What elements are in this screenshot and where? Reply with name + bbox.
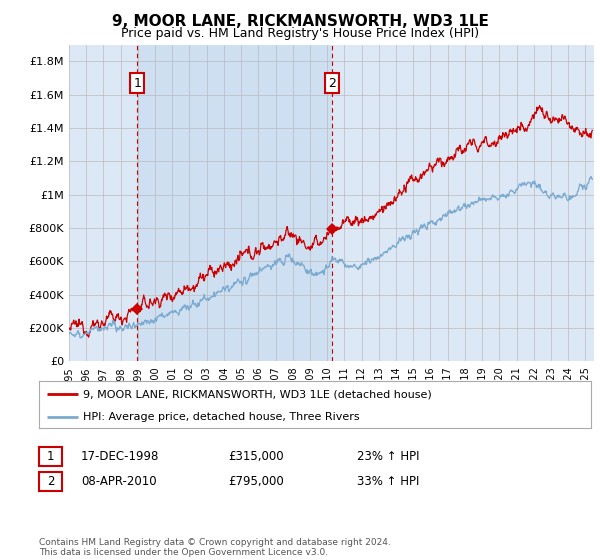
Text: 9, MOOR LANE, RICKMANSWORTH, WD3 1LE (detached house): 9, MOOR LANE, RICKMANSWORTH, WD3 1LE (de…: [83, 389, 432, 399]
Text: 1: 1: [133, 77, 141, 90]
Text: 2: 2: [328, 77, 336, 90]
Text: 1: 1: [47, 450, 54, 463]
Text: 2: 2: [47, 475, 54, 488]
Bar: [137, 45, 332, 361]
Text: 08-APR-2010: 08-APR-2010: [81, 475, 157, 488]
Text: 23% ↑ HPI: 23% ↑ HPI: [357, 450, 419, 463]
Text: 33% ↑ HPI: 33% ↑ HPI: [357, 475, 419, 488]
Text: Price paid vs. HM Land Registry's House Price Index (HPI): Price paid vs. HM Land Registry's House …: [121, 27, 479, 40]
Text: £795,000: £795,000: [228, 475, 284, 488]
Text: 17-DEC-1998: 17-DEC-1998: [81, 450, 160, 463]
Text: Contains HM Land Registry data © Crown copyright and database right 2024.
This d: Contains HM Land Registry data © Crown c…: [39, 538, 391, 557]
Text: 9, MOOR LANE, RICKMANSWORTH, WD3 1LE: 9, MOOR LANE, RICKMANSWORTH, WD3 1LE: [112, 14, 488, 29]
Text: £315,000: £315,000: [228, 450, 284, 463]
Text: HPI: Average price, detached house, Three Rivers: HPI: Average price, detached house, Thre…: [83, 412, 360, 422]
